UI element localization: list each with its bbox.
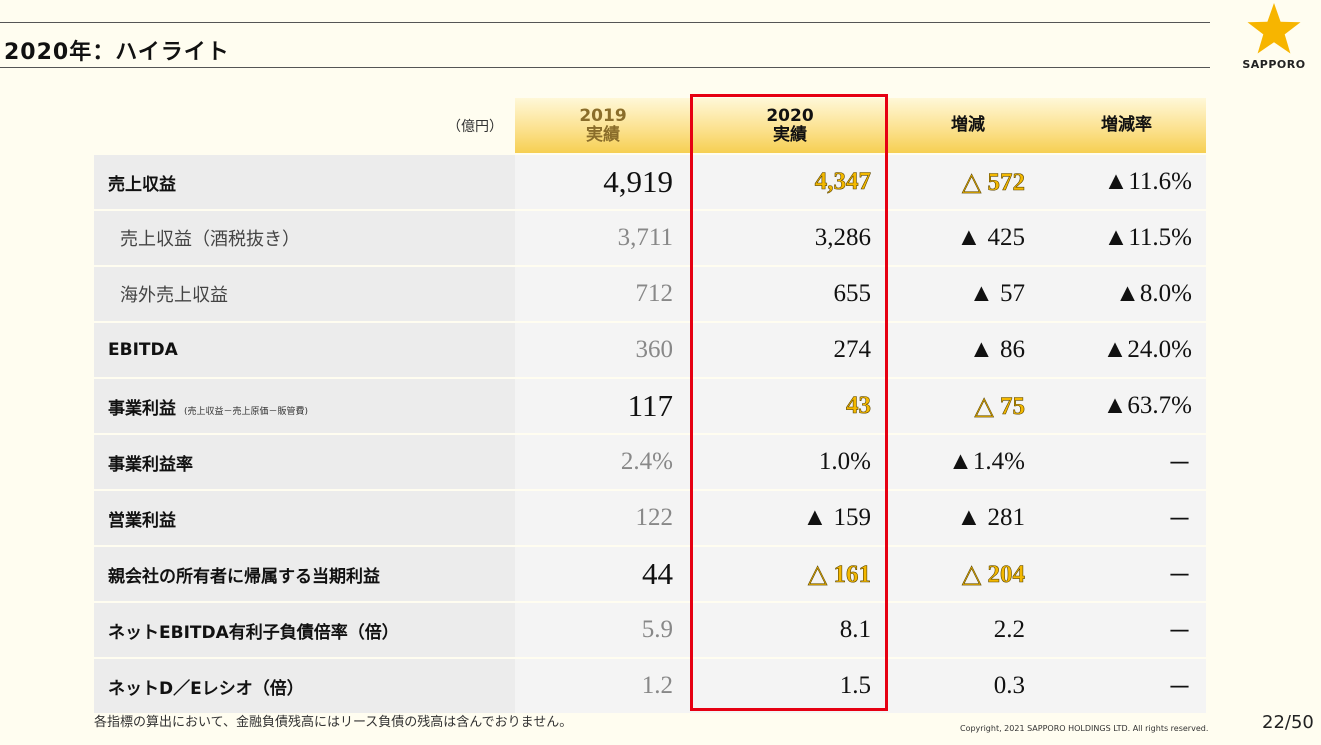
value-2019: 44 [515,547,691,601]
row-label-text: ネットD／Eレシオ（倍） [108,678,304,699]
row-label-text: 売上収益 [108,174,176,195]
table-row: 事業利益率 2.4% 1.0% ▲1.4% － [94,435,1206,489]
row-label-text: EBITDA [108,340,178,360]
table-row: ネットEBITDA有利子負債倍率（倍） 5.9 8.1 2.2 － [94,603,1206,657]
value-2020: 43 [691,379,889,433]
table-row: 売上収益（酒税抜き） 3,711 3,286 ▲ 425 ▲11.5% [94,211,1206,265]
value-change: ▲ 57 [889,267,1047,321]
value-2019: 1.2 [515,659,691,713]
copyright: Copyright, 2021 SAPPORO HOLDINGS LTD. Al… [960,724,1209,733]
row-label-text: 営業利益 [108,510,176,531]
value-change-text: △ 572 [962,169,1026,197]
table-row: 親会社の所有者に帰属する当期利益 44 △ 161 △ 204 － [94,547,1206,601]
value-change-text: △ 75 [974,393,1025,421]
row-label-text: 親会社の所有者に帰属する当期利益 [108,566,380,587]
row-label-text: 売上収益（酒税抜き） [120,229,300,250]
value-2020: 8.1 [691,603,889,657]
value-2020: △ 161 [691,547,889,601]
table-row: ネットD／Eレシオ（倍） 1.2 1.5 0.3 － [94,659,1206,713]
value-change-rate: － [1047,435,1206,489]
value-change: ▲ 425 [889,211,1047,265]
row-label: ネットEBITDA有利子負債倍率（倍） [94,603,515,657]
value-2020: 4,347 [691,155,889,209]
table-row: 海外売上収益 712 655 ▲ 57 ▲8.0% [94,267,1206,321]
value-change-rate: － [1047,659,1206,713]
footnote: 各指標の算出において、金融負債残高にはリース負債の残高は含んでおりません。 [94,715,573,730]
table-header-row: （億円） 2019 実績 2020 実績 増減 増減率 [94,98,1206,153]
row-label: 営業利益 [94,491,515,545]
column-header-2019-year: 2019 [579,105,627,126]
value-2019: 122 [515,491,691,545]
value-change-text: △ 204 [962,561,1026,589]
star-icon [1247,3,1301,54]
column-header-change: 増減 [889,98,1047,153]
value-2020-text: △ 161 [808,561,872,589]
row-label-text: 海外売上収益 [120,285,228,306]
value-change-rate: － [1047,547,1206,601]
column-header-2020-year: 2020 [766,105,814,126]
value-2019: 360 [515,323,691,377]
value-change: △ 204 [889,547,1047,601]
column-header-2020: 2020 実績 [691,98,889,153]
column-header-2020-sub: 実績 [773,124,807,145]
value-2019: 4,919 [515,155,691,209]
table-row: 事業利益 (売上収益－売上原価－販管費) 117 43 △ 75 ▲63.7% [94,379,1206,433]
row-label-text: 事業利益率 [108,454,193,475]
row-label: 親会社の所有者に帰属する当期利益 [94,547,515,601]
value-2020: 1.5 [691,659,889,713]
row-label: EBITDA [94,323,515,377]
value-2019: 2.4% [515,435,691,489]
logo-text: SAPPORO [1242,58,1306,71]
value-2020: ▲ 159 [691,491,889,545]
value-2019: 3,711 [515,211,691,265]
value-2020: 1.0% [691,435,889,489]
page-title: 2020年：ハイライト [4,40,230,65]
row-label: 事業利益 (売上収益－売上原価－販管費) [94,379,515,433]
value-change-rate: ▲11.6% [1047,155,1206,209]
column-header-change-rate: 増減率 [1047,98,1206,153]
value-2020-text: 43 [846,392,872,420]
row-label: 売上収益（酒税抜き） [94,211,515,265]
value-2020: 274 [691,323,889,377]
value-change: △ 75 [889,379,1047,433]
value-2020: 3,286 [691,211,889,265]
value-change: 0.3 [889,659,1047,713]
row-label-text: 事業利益 [108,398,176,419]
table-row: 売上収益 4,919 4,347 △ 572 ▲11.6% [94,155,1206,209]
column-header-2019-sub: 実績 [586,124,620,145]
value-change-rate: － [1047,491,1206,545]
value-change-rate: ▲8.0% [1047,267,1206,321]
row-label-text: ネットEBITDA有利子負債倍率（倍） [108,622,399,643]
unit-label: （億円） [447,118,503,135]
value-change-rate: － [1047,603,1206,657]
row-label: ネットD／Eレシオ（倍） [94,659,515,713]
value-change-rate: ▲63.7% [1047,379,1206,433]
value-2019: 712 [515,267,691,321]
value-2019: 117 [515,379,691,433]
row-label: 海外売上収益 [94,267,515,321]
value-2020-text: 4,347 [814,168,871,196]
page-number: 22/50 [1262,712,1314,733]
sapporo-logo: SAPPORO [1238,2,1310,82]
column-header-2019: 2019 実績 [515,98,691,153]
highlight-table: （億円） 2019 実績 2020 実績 増減 増減率 売上収益 4,919 4… [94,96,1206,715]
table-row: EBITDA 360 274 ▲ 86 ▲24.0% [94,323,1206,377]
value-change-rate: ▲11.5% [1047,211,1206,265]
row-label: 事業利益率 [94,435,515,489]
row-label-note: (売上収益－売上原価－販管費) [184,406,309,417]
table-row: 営業利益 122 ▲ 159 ▲ 281 － [94,491,1206,545]
title-underline [0,67,1210,68]
top-rule [0,22,1210,23]
value-change: 2.2 [889,603,1047,657]
value-change: △ 572 [889,155,1047,209]
value-change: ▲ 86 [889,323,1047,377]
value-2019: 5.9 [515,603,691,657]
value-change: ▲ 281 [889,491,1047,545]
value-change-rate: ▲24.0% [1047,323,1206,377]
value-2020: 655 [691,267,889,321]
row-label: 売上収益 [94,155,515,209]
value-change: ▲1.4% [889,435,1047,489]
